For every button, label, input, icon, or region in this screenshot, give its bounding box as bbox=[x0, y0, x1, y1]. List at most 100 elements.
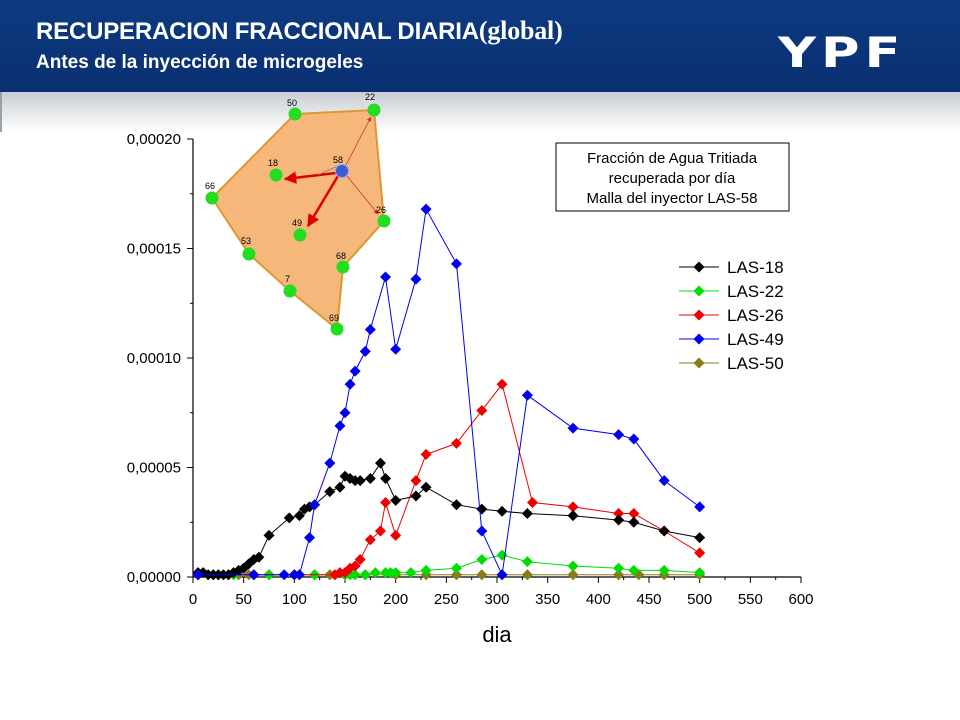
data-point bbox=[410, 475, 422, 487]
data-point bbox=[694, 547, 706, 559]
annotation-box-frame bbox=[555, 142, 790, 212]
well-22: 22 bbox=[365, 92, 381, 117]
flow-arrow-49 bbox=[306, 175, 340, 228]
x-tick-label: 550 bbox=[738, 591, 763, 608]
well-label: 26 bbox=[376, 205, 386, 215]
data-point bbox=[496, 378, 508, 390]
data-point bbox=[390, 529, 402, 541]
annotation-line: Fracción de Agua Tritiada bbox=[587, 150, 758, 167]
data-point bbox=[567, 501, 579, 513]
data-point bbox=[359, 345, 371, 357]
flow-arrow-18 bbox=[283, 171, 337, 184]
x-tick-label: 50 bbox=[235, 591, 252, 608]
data-point bbox=[521, 569, 533, 581]
data-point bbox=[521, 507, 533, 519]
data-point bbox=[380, 497, 392, 509]
x-tick-label: 200 bbox=[383, 591, 408, 608]
data-point bbox=[410, 273, 422, 285]
well-68: 68 bbox=[336, 251, 350, 274]
series-las-22 bbox=[192, 549, 706, 581]
data-point bbox=[324, 457, 336, 469]
data-point bbox=[380, 271, 392, 283]
series-line bbox=[198, 554, 700, 576]
x-tick-label: 400 bbox=[586, 591, 611, 608]
well-7: 7 bbox=[283, 274, 297, 298]
y-tick-label: 0,00005 bbox=[127, 460, 181, 477]
data-point bbox=[293, 569, 305, 581]
data-point bbox=[613, 429, 625, 441]
chart-axes: 0 50 100 150 200 250 300 350 400 450 500 550 600 0,00… bbox=[127, 131, 814, 647]
data-point bbox=[344, 378, 356, 390]
data-point bbox=[364, 472, 376, 484]
legend-swatch-marker bbox=[693, 357, 705, 369]
data-point bbox=[496, 505, 508, 517]
data-point bbox=[521, 556, 533, 568]
data-point bbox=[420, 203, 432, 215]
data-point bbox=[476, 569, 488, 581]
x-tick-label: 100 bbox=[282, 591, 307, 608]
x-tick-label: 500 bbox=[687, 591, 712, 608]
chart-series bbox=[192, 203, 706, 581]
data-point bbox=[450, 437, 462, 449]
series-line bbox=[198, 461, 700, 576]
y-tick-label: 0,00020 bbox=[127, 131, 181, 148]
legend-swatch-marker bbox=[693, 261, 705, 273]
flow-arrow-22 bbox=[345, 116, 372, 166]
producer-well-marker bbox=[242, 247, 256, 261]
legend-item-las-22: LAS-22 bbox=[679, 282, 784, 301]
producer-well-marker bbox=[336, 260, 350, 274]
well-label: 22 bbox=[365, 92, 375, 102]
data-point bbox=[420, 564, 432, 576]
data-point bbox=[369, 567, 381, 579]
data-point bbox=[334, 481, 346, 493]
well-label: 69 bbox=[329, 313, 339, 323]
header-banner bbox=[0, 0, 960, 92]
data-point bbox=[410, 490, 422, 502]
data-point bbox=[450, 569, 462, 581]
data-point bbox=[364, 324, 376, 336]
data-point bbox=[278, 569, 290, 581]
producer-well-marker bbox=[330, 322, 344, 336]
data-point bbox=[380, 472, 392, 484]
legend-label: LAS-50 bbox=[727, 354, 784, 373]
data-point bbox=[420, 481, 432, 493]
page-subtitle: Antes de la inyección de microgeles bbox=[36, 52, 364, 73]
well-53: 53 bbox=[241, 236, 256, 261]
data-point bbox=[476, 405, 488, 417]
data-point bbox=[526, 497, 538, 509]
data-point bbox=[405, 567, 417, 579]
y-tick-label: 0,00015 bbox=[127, 241, 181, 258]
well-58: 58 bbox=[333, 155, 349, 178]
annotation-line: Malla del inyector LAS-58 bbox=[587, 190, 758, 207]
well-26: 26 bbox=[376, 205, 391, 228]
data-point bbox=[253, 551, 265, 563]
data-point bbox=[420, 448, 432, 460]
well-50: 50 bbox=[287, 98, 302, 121]
x-tick-label: 600 bbox=[788, 591, 813, 608]
header-shadow-edge bbox=[0, 92, 2, 132]
data-point bbox=[658, 525, 670, 537]
producer-well-marker bbox=[288, 107, 302, 121]
data-point bbox=[628, 433, 640, 445]
data-point bbox=[324, 486, 336, 498]
producer-well-marker bbox=[283, 284, 297, 298]
legend-swatch-marker bbox=[693, 309, 705, 321]
data-point bbox=[309, 499, 321, 511]
injector-well-marker bbox=[335, 164, 349, 178]
data-point bbox=[567, 560, 579, 572]
x-tick-label: 450 bbox=[636, 591, 661, 608]
data-point bbox=[390, 567, 402, 579]
data-point bbox=[476, 525, 488, 537]
x-tick-label: 350 bbox=[535, 591, 560, 608]
annotation-line: recuperada por día bbox=[609, 170, 736, 187]
x-tick-label: 250 bbox=[434, 591, 459, 608]
data-point bbox=[496, 569, 508, 581]
annotation-box: Fracción de Agua Tritiada recuperada por … bbox=[555, 142, 790, 212]
header-shadow bbox=[0, 92, 960, 132]
series-las-26 bbox=[192, 378, 706, 581]
y-tick-label: 0,00010 bbox=[127, 350, 181, 367]
data-point bbox=[359, 569, 371, 581]
data-point bbox=[613, 507, 625, 519]
x-axis-title: dia bbox=[482, 622, 512, 647]
well-66: 66 bbox=[205, 181, 219, 205]
